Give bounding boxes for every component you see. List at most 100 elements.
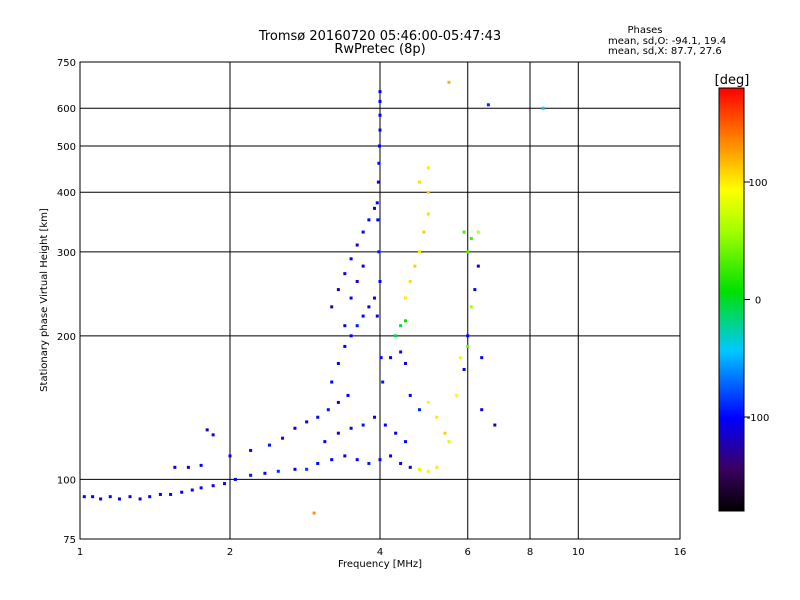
data-point — [417, 250, 421, 254]
data-point — [355, 279, 359, 283]
data-point — [378, 113, 382, 117]
phase-info-o-line: mean, sd,O: -94.1, 19.4 — [608, 36, 726, 47]
phase-info-x-line: mean, sd,X: 87.7, 27.6 — [608, 46, 722, 57]
data-point — [476, 230, 480, 234]
data-point — [330, 458, 334, 462]
data-point — [373, 415, 377, 419]
colorbar-tick-label: 100 — [748, 178, 767, 189]
data-point — [223, 482, 227, 486]
data-point — [399, 324, 403, 328]
data-point — [469, 236, 473, 240]
data-point — [361, 230, 365, 234]
data-point — [462, 367, 466, 371]
grid-lines — [80, 62, 680, 539]
data-point — [355, 324, 359, 328]
data-point — [305, 467, 309, 471]
data-point — [403, 296, 407, 300]
data-point — [399, 461, 403, 465]
data-point — [316, 461, 320, 465]
data-point — [158, 492, 162, 496]
data-point — [486, 103, 490, 107]
data-point — [293, 426, 297, 430]
data-point — [422, 230, 426, 234]
data-point — [336, 431, 340, 435]
data-point — [349, 426, 353, 430]
data-point — [377, 161, 381, 165]
data-point — [403, 361, 407, 365]
data-point — [394, 431, 398, 435]
x-tick-label: 8 — [527, 547, 533, 558]
data-point — [263, 471, 267, 475]
data-points — [82, 80, 545, 515]
data-point — [375, 314, 379, 318]
data-point — [381, 380, 385, 384]
data-point — [190, 488, 194, 492]
y-axis-ticks: 75 100 200 300 400 500 600 750 — [57, 58, 76, 546]
y-axis-label: Stationary phase Virtual Height [km] — [39, 208, 50, 392]
data-point — [426, 469, 430, 473]
x-axis-ticks: 1 2 4 6 8 10 16 — [77, 547, 687, 558]
y-tick-label: 300 — [57, 248, 76, 259]
y-tick-label: 600 — [57, 104, 76, 115]
data-point — [408, 393, 412, 397]
data-point — [373, 296, 377, 300]
data-point — [361, 314, 365, 318]
data-point — [403, 319, 407, 323]
data-point — [249, 473, 253, 477]
data-point — [267, 443, 271, 447]
data-point — [276, 469, 280, 473]
data-point — [426, 212, 430, 216]
data-point — [108, 495, 112, 499]
data-point — [367, 218, 371, 222]
data-point — [378, 90, 382, 94]
data-point — [367, 461, 371, 465]
data-point — [493, 423, 497, 427]
data-point — [373, 206, 377, 210]
data-point — [377, 144, 381, 148]
data-point — [426, 166, 430, 170]
data-point — [376, 218, 380, 222]
data-point — [169, 492, 173, 496]
data-point — [426, 400, 430, 404]
data-point — [343, 454, 347, 458]
data-point — [466, 344, 470, 348]
data-point — [186, 465, 190, 469]
data-point — [469, 305, 473, 309]
data-point — [480, 408, 484, 412]
data-point — [305, 420, 309, 424]
data-point — [443, 431, 447, 435]
colorbar-tick-label: -100 — [747, 413, 770, 424]
x-tick-label: 1 — [77, 547, 83, 558]
y-tick-label: 100 — [57, 475, 76, 486]
data-point — [408, 279, 412, 283]
data-point — [233, 477, 237, 481]
colorbar-ticks: 100 0 -100 — [744, 178, 769, 424]
data-point — [375, 201, 379, 205]
data-point — [281, 436, 285, 440]
data-point — [378, 279, 382, 283]
data-point — [336, 288, 340, 292]
data-point — [211, 433, 215, 437]
chart-subtitle: RwPretec (8p) — [334, 42, 425, 57]
data-point — [346, 393, 350, 397]
data-point — [205, 428, 209, 432]
data-point — [455, 393, 459, 397]
data-point — [349, 334, 353, 338]
data-point — [148, 495, 152, 499]
data-point — [91, 495, 95, 499]
data-point — [399, 350, 403, 354]
colorbar: [deg] 100 0 -100 — [715, 73, 769, 512]
data-point — [249, 448, 253, 452]
data-point — [323, 440, 327, 444]
data-point — [376, 180, 380, 184]
x-tick-label: 2 — [227, 547, 233, 558]
data-point — [447, 80, 451, 84]
data-point — [349, 296, 353, 300]
data-point — [389, 356, 393, 360]
data-point — [408, 465, 412, 469]
data-point — [228, 454, 232, 458]
x-axis-label: Frequency [MHz] — [338, 559, 422, 570]
data-point — [378, 99, 382, 103]
data-point — [417, 180, 421, 184]
colorbar-tick-label: 0 — [755, 296, 761, 307]
